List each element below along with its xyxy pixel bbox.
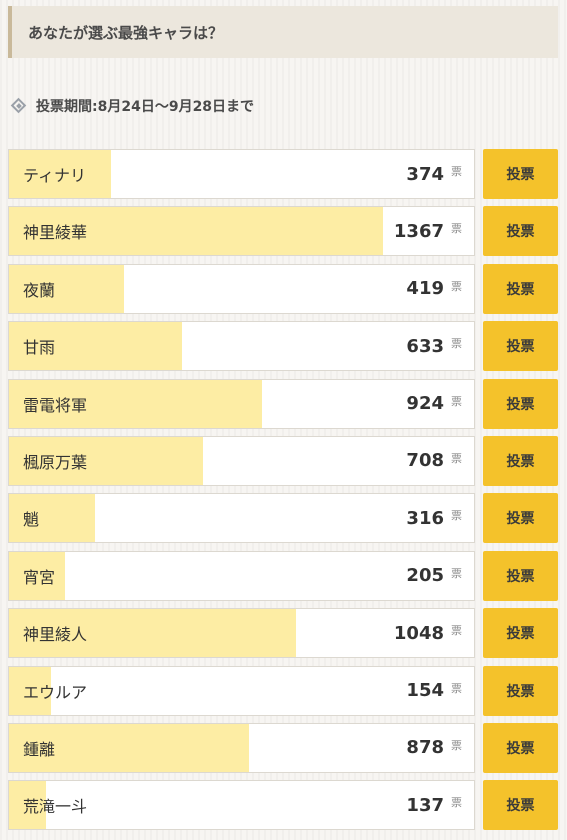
vote-bar: 荒滝一斗 137 票: [8, 780, 475, 831]
vote-bar-fill: [9, 609, 296, 658]
vote-unit: 票: [451, 451, 462, 465]
vote-count: 633: [406, 335, 444, 357]
candidate-row: 鍾離 878 票 投票: [8, 722, 558, 773]
vote-button[interactable]: 投票: [483, 665, 558, 716]
candidate-row: 夜蘭 419 票 投票: [8, 263, 558, 314]
vote-bar: 甘雨 633 票: [8, 321, 475, 372]
voting-period-text: 投票期間:8月24日〜9月28日まで: [36, 99, 255, 115]
vote-bar: 楓原万葉 708 票: [8, 435, 475, 486]
candidate-row: 宵宮 205 票 投票: [8, 550, 558, 601]
vote-bar: 宵宮 205 票: [8, 550, 475, 601]
candidate-row: 雷電将軍 924 票 投票: [8, 378, 558, 429]
vote-button[interactable]: 投票: [483, 608, 558, 659]
vote-count: 1048: [393, 622, 444, 644]
candidate-name: 魈: [23, 510, 40, 530]
vote-count: 316: [406, 507, 444, 529]
vote-bar-fill: [9, 723, 249, 772]
vote-bar: 夜蘭 419 票: [8, 263, 475, 314]
candidate-name: 鍾離: [23, 739, 56, 759]
vote-count: 205: [406, 565, 444, 587]
vote-unit: 票: [451, 222, 462, 236]
candidate-name: 神里綾人: [23, 625, 88, 645]
candidate-name: 宵宮: [23, 567, 56, 587]
vote-button[interactable]: 投票: [483, 378, 558, 429]
vote-count: 419: [406, 278, 444, 300]
candidate-name: ティナリ: [23, 166, 87, 185]
candidate-name: 甘雨: [23, 338, 56, 358]
poll-question-header: あなたが選ぶ最強キャラは？: [8, 6, 558, 58]
candidate-row: 神里綾人 1048 票 投票: [8, 608, 558, 659]
vote-count: 374: [406, 163, 444, 185]
vote-bar-fill: [9, 379, 262, 428]
vote-bar-fill: [9, 322, 182, 371]
vote-count: 924: [406, 393, 444, 415]
vote-button[interactable]: 投票: [483, 263, 558, 314]
vote-count: 878: [406, 737, 444, 759]
vote-button[interactable]: 投票: [483, 493, 558, 544]
vote-bar: ティナリ 374 票: [8, 149, 475, 199]
candidate-name: 夜蘭: [23, 280, 56, 300]
vote-bar-fill: [9, 666, 51, 715]
voting-period: 投票期間:8月24日〜9月28日まで: [8, 94, 254, 118]
vote-button[interactable]: 投票: [483, 206, 558, 257]
vote-bar-fill: [9, 436, 203, 485]
vote-unit: 票: [451, 509, 462, 523]
vote-unit: 票: [451, 738, 462, 752]
vote-bar: エウルア 154 票: [8, 665, 475, 716]
vote-unit: 票: [451, 796, 462, 810]
vote-unit: 票: [451, 624, 462, 638]
vote-button[interactable]: 投票: [483, 722, 558, 773]
vote-count: 1367: [393, 220, 444, 242]
poll-question: あなたが選ぶ最強キャラは？: [28, 23, 224, 42]
vote-unit: 票: [451, 681, 462, 695]
candidate-name: 荒滝一斗: [23, 797, 88, 817]
vote-bar: 鍾離 878 票: [8, 722, 475, 773]
vote-count: 137: [406, 794, 444, 816]
candidate-name: 神里綾華: [23, 223, 88, 243]
vote-unit: 票: [451, 279, 462, 293]
vote-unit: 票: [451, 394, 462, 408]
vote-button[interactable]: 投票: [483, 780, 558, 831]
vote-unit: 票: [451, 165, 462, 178]
candidate-row: 楓原万葉 708 票 投票: [8, 435, 558, 486]
vote-bar: 雷電将軍 924 票: [8, 378, 475, 429]
vote-button[interactable]: 投票: [483, 435, 558, 486]
candidate-name: 雷電将軍: [23, 395, 88, 415]
candidate-name: エウルア: [23, 682, 88, 702]
vote-button[interactable]: 投票: [483, 149, 558, 199]
vote-unit: 票: [451, 337, 462, 351]
vote-button[interactable]: 投票: [483, 550, 558, 601]
vote-bar-fill: [9, 264, 124, 313]
candidate-row: 甘雨 633 票 投票: [8, 321, 558, 372]
diamond-icon: [8, 95, 30, 117]
vote-count: 708: [406, 450, 444, 472]
candidate-row: エウルア 154 票 投票: [8, 665, 558, 716]
vote-unit: 票: [451, 566, 462, 580]
vote-bar-fill: [9, 494, 95, 543]
vote-bar-fill: [9, 551, 65, 600]
vote-bar: 神里綾人 1048 票: [8, 608, 475, 659]
candidate-list: ティナリ 374 票投票 神里綾華 1367 票投票 夜蘭 419 票投票 甘雨 633 票投票 雷電将…: [8, 149, 558, 838]
vote-bar-fill: [9, 781, 46, 830]
candidate-row: 荒滝一斗 137 票 投票: [8, 780, 558, 831]
candidate-row: ティナリ 374 票 投票: [8, 149, 558, 199]
vote-count: 154: [406, 680, 444, 702]
candidate-row: 神里綾華 1367 票 投票: [8, 206, 558, 257]
vote-bar: 神里綾華 1367 票: [8, 206, 475, 257]
vote-bar: 魈 316 票: [8, 493, 475, 544]
vote-bar-fill: [9, 207, 383, 256]
candidate-name: 楓原万葉: [23, 452, 88, 472]
candidate-row: 魈 316 票 投票: [8, 493, 558, 544]
vote-bar-fill: [9, 150, 111, 198]
vote-button[interactable]: 投票: [483, 321, 558, 372]
